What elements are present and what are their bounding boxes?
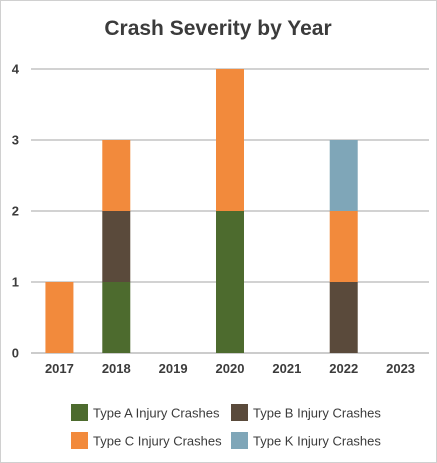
bar-segment bbox=[102, 211, 131, 282]
legend-label: Type B Injury Crashes bbox=[253, 406, 381, 421]
x-tick-label: 2017 bbox=[45, 361, 74, 376]
chart-title: Crash Severity by Year bbox=[104, 17, 331, 40]
legend-item: Type B Injury Crashes bbox=[231, 404, 381, 421]
bar-segment bbox=[329, 282, 358, 353]
legend-swatch bbox=[71, 432, 88, 449]
y-tick-label: 4 bbox=[12, 62, 20, 77]
x-tick-label: 2019 bbox=[159, 361, 188, 376]
bar-segment bbox=[102, 140, 131, 211]
legend-swatch bbox=[231, 432, 248, 449]
x-tick-label: 2022 bbox=[329, 361, 358, 376]
legend-swatch bbox=[231, 404, 248, 421]
bar-segment bbox=[216, 211, 244, 353]
legend: Type A Injury Crashes Type B Injury Crash… bbox=[71, 404, 381, 449]
legend-item: Type K Injury Crashes bbox=[231, 432, 381, 449]
legend-label: Type A Injury Crashes bbox=[93, 406, 220, 421]
x-tick-label: 2020 bbox=[216, 361, 245, 376]
bar-segment bbox=[329, 211, 358, 282]
legend-swatch bbox=[71, 404, 88, 421]
y-axis-ticks: 0 1 2 3 4 bbox=[12, 62, 20, 361]
bar-segment bbox=[216, 69, 244, 211]
bar-segment bbox=[329, 140, 358, 211]
x-tick-label: 2018 bbox=[102, 361, 131, 376]
x-axis-ticks: 2017 2018 2019 2020 2021 2022 2023 bbox=[45, 361, 415, 376]
bar-segment bbox=[102, 282, 131, 353]
legend-item: Type A Injury Crashes bbox=[71, 404, 220, 421]
bars bbox=[45, 69, 358, 353]
legend-item: Type C Injury Crashes bbox=[71, 432, 222, 449]
y-tick-label: 0 bbox=[12, 346, 19, 361]
bar-segment bbox=[45, 282, 74, 353]
x-tick-label: 2021 bbox=[272, 361, 301, 376]
x-tick-label: 2023 bbox=[386, 361, 415, 376]
y-tick-label: 1 bbox=[12, 275, 19, 290]
legend-label: Type C Injury Crashes bbox=[93, 434, 222, 449]
y-tick-label: 2 bbox=[12, 204, 19, 219]
y-tick-label: 3 bbox=[12, 133, 19, 148]
legend-label: Type K Injury Crashes bbox=[253, 434, 381, 449]
